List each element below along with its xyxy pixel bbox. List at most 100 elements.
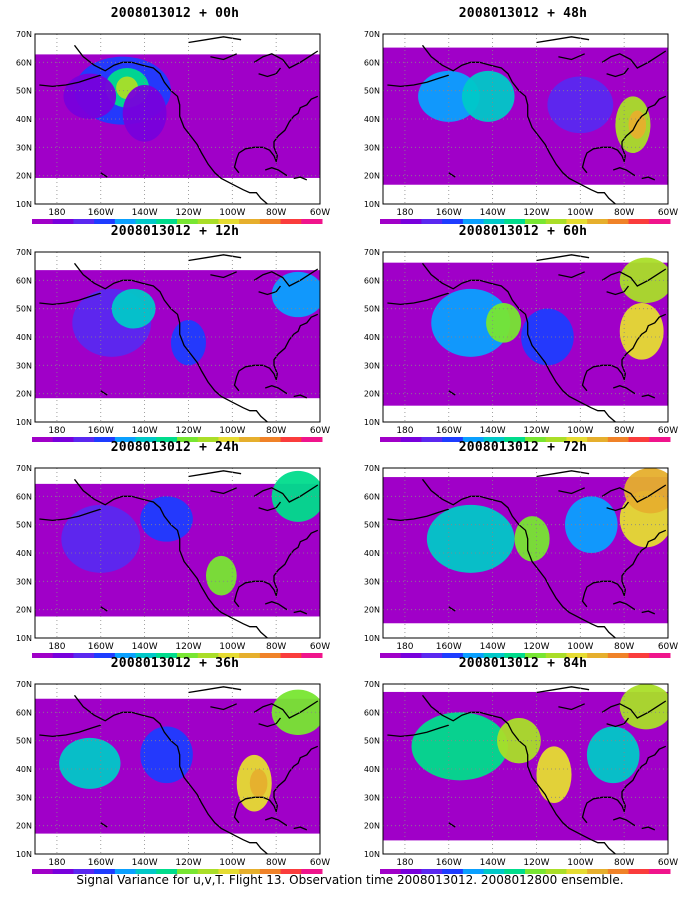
latitude-tick-label: 10N [364,418,380,427]
colorbar-swatch [197,869,219,874]
coastline [558,271,585,279]
latitude-tick-label: 70N [16,680,32,689]
longitude-tick-label: 120W [175,858,201,868]
coastline [641,610,656,615]
colorbar-swatch [156,869,178,874]
variance-contour [271,271,320,318]
coastline [558,703,585,711]
colorbar-swatch [52,437,74,442]
variance-contour [59,737,121,789]
panel-title: 2008013012 + 12h [110,224,240,239]
map-frame [382,467,669,639]
coastline [258,717,282,728]
panel-title: 2008013012 + 48h [458,6,588,21]
latitude-tick-label: 30N [364,577,380,586]
colorbar-swatch [73,219,95,224]
variance-contour [411,712,508,781]
variance-contour [170,320,206,366]
coastline [210,703,237,711]
latitude-tick-label: 60N [16,276,32,285]
longitude-tick-label: 140W [480,858,506,868]
colorbar-swatch [380,437,402,442]
colorbar-swatch [73,869,95,874]
longitude-tick-label: 120W [175,426,201,436]
colorbar-swatch [218,219,240,224]
longitude-tick-label: 60W [310,426,330,436]
coastline [601,268,667,287]
latitude-tick-label: 40N [16,549,32,558]
colorbar-swatch [462,653,485,658]
colorbar-swatch [462,437,485,442]
colorbar-swatch [32,869,54,874]
latitude-tick-label: 60N [16,58,32,67]
map-plot: 70N 60N 50N 40N 30N 20N 10N 180 160W 140W 120W 100W… [364,30,678,224]
latitude-tick-label: 70N [364,30,380,39]
coastline [100,390,108,396]
map-panel: 2008013012 + 24h 70N 60N 50N 40N 30N 20N 10N 180… [10,440,340,658]
longitude-tick-label: 60W [658,858,678,868]
longitude-tick-label: 80W [266,208,286,218]
colorbar-swatch [218,437,240,442]
colorbar-swatch [421,869,443,874]
map-frame [382,33,669,205]
panel-title: 2008013012 + 24h [110,440,240,455]
variance-contour [486,303,522,343]
map-frame [34,683,321,855]
colorbar-swatch [177,219,199,224]
coastline [233,313,319,392]
colorbar-swatch [400,437,422,442]
longitude-tick-label: 60W [658,642,678,652]
coastline [581,529,667,608]
variance-contour [206,555,237,596]
colorbar-swatch [156,219,178,224]
colorbar-swatch [421,219,443,224]
map-panel: 2008013012 + 48h 70N 60N 50N 40N 30N 20N 10N 180… [358,6,688,224]
variance-contour [63,73,117,119]
variance-contour [418,70,480,122]
colorbar-swatch [483,219,505,224]
latitude-tick-label: 10N [16,850,32,859]
coastline [253,268,319,287]
coastline [39,724,101,738]
coastline [293,394,308,399]
latitude-tick-label: 40N [16,115,32,124]
map-plot: 70N 60N 50N 40N 30N 20N 10N 180 160W 140W 120W 100W… [16,464,330,658]
colorbar-swatch [52,653,74,658]
coastline [39,508,101,522]
colorbar-swatch [525,653,547,658]
colorbar-swatch [525,219,547,224]
coastline [73,694,268,854]
coastline [233,95,319,174]
colorbar-swatch [114,437,137,442]
coastline [39,292,101,306]
colorbar-swatch [628,219,650,224]
longitude-tick-label: 140W [480,208,506,218]
colorbar-swatch [462,219,485,224]
latitude-tick-label: 50N [16,521,32,530]
colorbar-swatch [442,219,464,224]
longitude-tick-label: 60W [658,426,678,436]
coastline [601,484,667,503]
colorbar-swatch [628,437,650,442]
longitude-tick-label: 120W [175,642,201,652]
coastline [421,262,616,422]
latitude-tick-label: 10N [364,850,380,859]
latitude-tick-label: 40N [364,115,380,124]
map-frame [382,683,669,855]
colorbar-swatch [32,219,54,224]
latitude-tick-label: 20N [16,822,32,831]
coastline [258,67,282,78]
colorbar-swatch [197,437,219,442]
latitude-tick-label: 70N [364,464,380,473]
colorbar-swatch [421,437,443,442]
coastline [421,694,616,854]
longitude-tick-label: 120W [523,642,549,652]
colorbar-swatch [400,653,422,658]
coastline [253,484,319,503]
longitude-tick-label: 180 [396,426,413,436]
variance-contour [586,726,640,784]
map-plot: 70N 60N 50N 40N 30N 20N 10N 180 160W 140W 120W 100W… [16,248,330,442]
colorbar-swatch [218,653,240,658]
colorbar-swatch [545,219,567,224]
latitude-tick-label: 40N [16,333,32,342]
